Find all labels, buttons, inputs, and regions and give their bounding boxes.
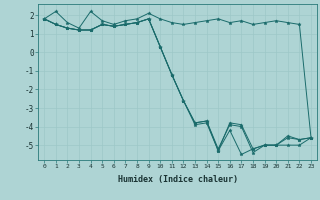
X-axis label: Humidex (Indice chaleur): Humidex (Indice chaleur) — [118, 175, 238, 184]
